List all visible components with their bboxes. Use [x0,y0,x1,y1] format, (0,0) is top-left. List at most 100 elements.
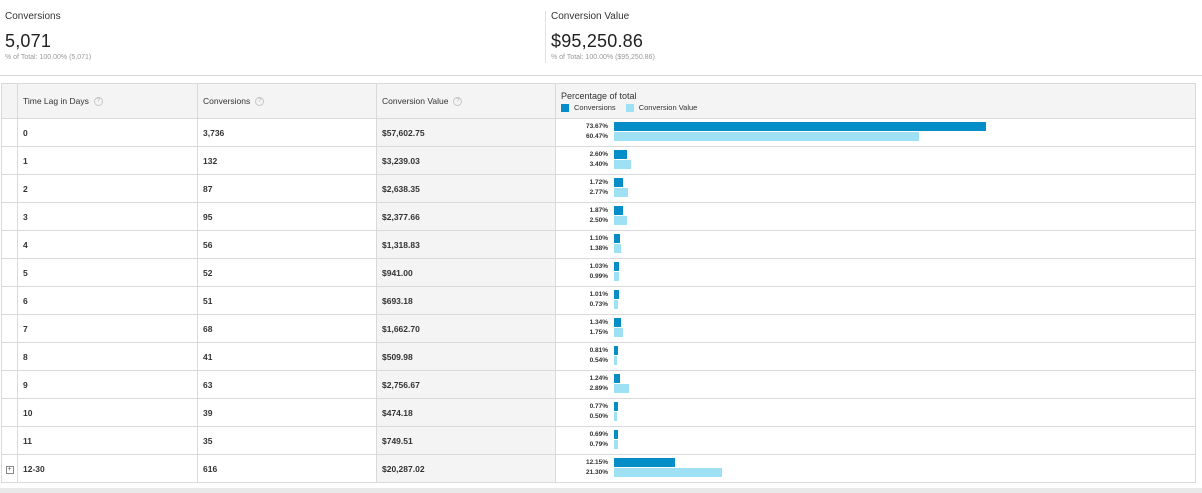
conversion-value-cell: $2,756.67 [376,370,556,399]
time-lag-table: Time Lag in Days? Conversions? Conversio… [1,83,1196,483]
conversions-cell: 52 [197,258,377,287]
bar-conversions [614,234,620,243]
row-expander-cell [1,370,18,399]
row-expander-cell [1,202,18,231]
conversions-cell: 3,736 [197,118,377,147]
header-expander [1,83,18,119]
pct-conversions-label: 1.03% [589,263,608,270]
row-expander-cell [1,286,18,315]
row-expander-cell [1,118,18,147]
row-expander-cell [1,258,18,287]
row-expander-cell [1,426,18,455]
table-row[interactable]: 5 52 $941.00 1.03% 0.99% [1,258,1196,287]
conversions-cell: 132 [197,146,377,175]
pct-conversions-label: 1.24% [589,375,608,382]
help-icon[interactable]: ? [93,97,103,107]
table-row[interactable]: 1 132 $3,239.03 2.60% 3.40% [1,146,1196,175]
conversion-value-cell: $693.18 [376,286,556,315]
table-row[interactable]: 6 51 $693.18 1.01% 0.73% [1,286,1196,315]
conversions-cell: 51 [197,286,377,315]
time-lag-cell: 6 [17,286,198,315]
percentage-cell: 2.60% 3.40% [555,146,1196,175]
bar-conversions [614,374,621,383]
bar-conversion-value [614,132,920,141]
conversion-value-metric-subtext: % of Total: 100.00% ($95,250.86) [551,54,655,61]
row-expander-cell [1,314,18,343]
time-lag-cell: 4 [17,230,198,259]
time-lag-cell: 9 [17,370,198,399]
help-icon[interactable]: ? [453,97,463,107]
time-lag-cell: 12-30 [17,454,198,483]
bar-conversion-value [614,328,623,337]
conversion-value-cell: $1,318.83 [376,230,556,259]
legend-label-conversions: Conversions [574,103,616,112]
pct-conversions-label: 1.01% [589,291,608,298]
percentage-cell: 1.24% 2.89% [555,370,1196,399]
footer-divider [0,488,1202,493]
conversion-value-cell: $2,638.35 [376,174,556,203]
pct-value-label: 21.30% [585,469,608,476]
pct-conversions-label: 1.34% [589,319,608,326]
table-row[interactable]: 10 39 $474.18 0.77% 0.50% [1,398,1196,427]
table-row[interactable]: 2 87 $2,638.35 1.72% 2.77% [1,174,1196,203]
table-row[interactable]: 11 35 $749.51 0.69% 0.79% [1,426,1196,455]
conversions-cell: 41 [197,342,377,371]
pct-value-label: 0.99% [589,273,608,280]
percentage-title: Percentage of total [561,91,637,101]
bar-conversions [614,290,620,299]
table-row[interactable]: 4 56 $1,318.83 1.10% 1.38% [1,230,1196,259]
pct-value-label: 3.40% [589,161,608,168]
expand-icon[interactable]: + [5,466,14,474]
pct-conversions-label: 1.87% [589,207,608,214]
percentage-cell: 1.72% 2.77% [555,174,1196,203]
pct-value-label: 1.38% [589,245,608,252]
row-expander-cell [1,398,18,427]
bar-conversion-value [614,440,618,449]
bar-conversions [614,318,621,327]
conversion-value-cell: $1,662.70 [376,314,556,343]
table-row[interactable]: 9 63 $2,756.67 1.24% 2.89% [1,370,1196,399]
time-lag-cell: 2 [17,174,198,203]
pct-value-label: 2.89% [589,385,608,392]
pct-conversions-label: 0.69% [589,431,608,438]
table-row[interactable]: 7 68 $1,662.70 1.34% 1.75% [1,314,1196,343]
time-lag-cell: 7 [17,314,198,343]
row-expander-cell [1,230,18,259]
percentage-cell: 1.01% 0.73% [555,286,1196,315]
time-lag-cell: 10 [17,398,198,427]
row-expander-cell: + [1,454,18,483]
conversions-cell: 63 [197,370,377,399]
percentage-cell: 0.81% 0.54% [555,342,1196,371]
bar-conversions [614,206,624,215]
time-lag-cell: 8 [17,342,198,371]
bar-conversions [614,430,618,439]
conversion-value-cell: $2,377.66 [376,202,556,231]
percentage-cell: 0.77% 0.50% [555,398,1196,427]
percentage-legend: Conversions Conversion Value [561,103,1195,112]
table-row[interactable]: 0 3,736 $57,602.75 73.67% 60.47% [1,118,1196,147]
time-lag-cell: 11 [17,426,198,455]
header-conversions[interactable]: Conversions? [197,83,377,119]
bar-conversions [614,346,619,355]
percentage-cell: 73.67% 60.47% [555,118,1196,147]
row-expander-cell [1,146,18,175]
table-row[interactable]: 8 41 $509.98 0.81% 0.54% [1,342,1196,371]
header-conversion-value-label: Conversion Value [382,95,449,106]
conversion-value-cell: $749.51 [376,426,556,455]
help-icon[interactable]: ? [255,97,265,107]
pct-value-label: 2.50% [589,217,608,224]
percentage-cell: 12.15% 21.30% [555,454,1196,483]
conversions-metric: Conversions 5,071 % of Total: 100.00% (5… [5,11,91,61]
row-expander-cell [1,174,18,203]
conversions-metric-subtext: % of Total: 100.00% (5,071) [5,54,92,61]
bar-conversion-value [614,244,621,253]
conversion-value-cell: $941.00 [376,258,556,287]
bar-conversion-value [614,216,627,225]
header-conversion-value[interactable]: Conversion Value? [376,83,556,119]
header-time-lag[interactable]: Time Lag in Days? [17,83,198,119]
table-row[interactable]: 3 95 $2,377.66 1.87% 2.50% [1,202,1196,231]
table-row[interactable]: +12-30 616 $20,287.02 12.15% 21.30% [1,454,1196,483]
conversions-cell: 39 [197,398,377,427]
pct-conversions-label: 1.10% [589,235,608,242]
pct-conversions-label: 0.81% [589,347,608,354]
